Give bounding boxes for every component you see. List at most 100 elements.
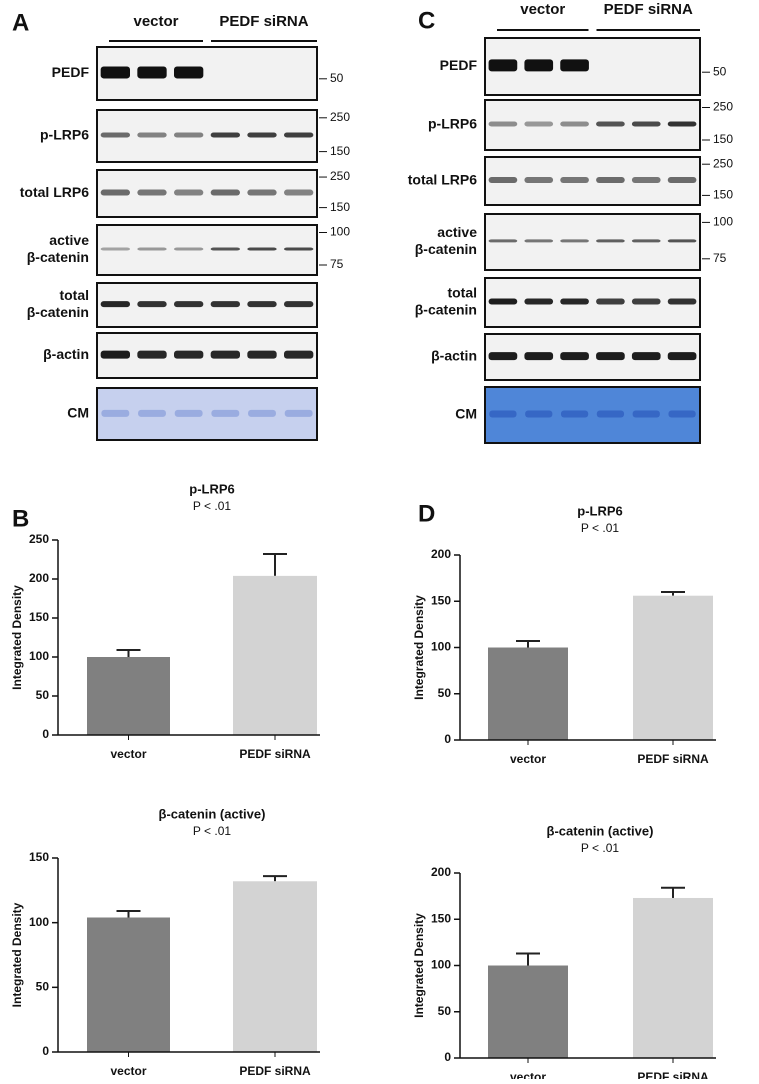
- marker-label: 75: [713, 251, 727, 265]
- band: [138, 409, 166, 417]
- row-label: β-catenin: [27, 249, 89, 265]
- band: [137, 301, 167, 308]
- band: [596, 239, 625, 243]
- band: [631, 352, 661, 361]
- chart-subtitle: P < .01: [193, 499, 231, 513]
- band: [524, 59, 554, 72]
- band: [488, 352, 518, 361]
- y-axis-label: Integrated Density: [10, 585, 24, 690]
- marker-label: 250: [330, 169, 350, 183]
- band: [560, 177, 589, 184]
- band: [100, 189, 130, 196]
- row-label: CM: [455, 406, 477, 422]
- marker-label: 50: [713, 64, 727, 78]
- chart-subtitle: P < .01: [193, 824, 231, 838]
- band: [248, 409, 276, 417]
- chart-title: β-catenin (active): [159, 806, 266, 821]
- y-tick-label: 150: [29, 610, 49, 624]
- y-axis-label: Integrated Density: [10, 902, 24, 1007]
- band: [667, 298, 697, 305]
- row-label: total: [447, 285, 477, 301]
- marker-label: 75: [330, 257, 344, 271]
- band: [596, 352, 625, 361]
- band: [488, 121, 518, 127]
- band: [560, 239, 589, 243]
- marker-label: 150: [330, 144, 350, 158]
- group-label: PEDF siRNA: [604, 1, 693, 18]
- bar: [488, 647, 568, 740]
- x-tick-label: PEDF siRNA: [637, 752, 709, 766]
- y-tick-label: 200: [431, 865, 451, 879]
- row-label: total LRP6: [408, 172, 477, 188]
- band: [488, 59, 518, 72]
- chart-title: β-catenin (active): [547, 823, 654, 838]
- y-tick-label: 0: [42, 727, 49, 741]
- band: [524, 239, 554, 243]
- band: [174, 409, 203, 417]
- band: [667, 121, 697, 127]
- band: [667, 177, 697, 184]
- marker-label: 150: [713, 188, 733, 202]
- blot-box: [96, 282, 318, 328]
- band: [137, 247, 167, 251]
- group-label: vector: [133, 13, 178, 30]
- marker-label: 150: [330, 200, 350, 214]
- y-axis-label: Integrated Density: [412, 913, 426, 1018]
- y-tick-label: 50: [36, 980, 50, 994]
- band: [596, 121, 625, 127]
- band: [100, 132, 130, 138]
- panel-label: B: [12, 505, 29, 532]
- y-tick-label: 200: [29, 571, 49, 585]
- blot-box: [96, 169, 318, 218]
- row-label: active: [437, 224, 477, 240]
- band: [488, 298, 518, 305]
- band: [174, 350, 204, 359]
- band: [100, 66, 130, 79]
- x-tick-label: PEDF siRNA: [239, 1064, 311, 1078]
- blot-box: [96, 332, 318, 379]
- row-label: β-actin: [43, 346, 89, 362]
- band: [247, 189, 277, 196]
- marker-label: 250: [713, 100, 733, 114]
- blot-box: [484, 37, 701, 96]
- band: [210, 132, 240, 138]
- row-label: PEDF: [440, 57, 478, 73]
- x-tick-label: vector: [110, 1064, 146, 1078]
- row-label: active: [49, 232, 89, 248]
- band: [284, 301, 314, 308]
- band: [596, 177, 625, 184]
- bar: [233, 881, 317, 1052]
- band: [524, 298, 554, 305]
- y-tick-label: 250: [29, 532, 49, 546]
- x-tick-label: vector: [510, 752, 546, 766]
- marker-label: 250: [330, 110, 350, 124]
- marker-label: 100: [713, 215, 733, 229]
- chart-subtitle: P < .01: [581, 841, 619, 855]
- band: [100, 247, 130, 251]
- band: [210, 301, 240, 308]
- marker-label: 50: [330, 71, 344, 85]
- y-axis-label: Integrated Density: [412, 595, 426, 700]
- blot-box: [484, 277, 701, 328]
- bar: [488, 965, 568, 1058]
- chart-title: p-LRP6: [577, 503, 623, 518]
- row-label: β-catenin: [415, 302, 477, 318]
- band: [247, 247, 277, 251]
- band: [560, 352, 589, 361]
- row-label: p-LRP6: [428, 116, 477, 132]
- band: [524, 177, 554, 184]
- blot-box: [96, 387, 318, 441]
- panel-label: C: [418, 7, 435, 34]
- bar: [633, 595, 713, 740]
- x-tick-label: PEDF siRNA: [637, 1070, 709, 1079]
- band: [284, 189, 314, 196]
- x-tick-label: PEDF siRNA: [239, 747, 311, 761]
- band: [100, 301, 130, 308]
- blot-box: [96, 109, 318, 163]
- band: [211, 409, 240, 417]
- bar: [87, 917, 170, 1052]
- y-tick-label: 50: [438, 1004, 452, 1018]
- y-tick-label: 50: [36, 688, 50, 702]
- bar: [633, 897, 713, 1058]
- y-tick-label: 0: [444, 732, 451, 746]
